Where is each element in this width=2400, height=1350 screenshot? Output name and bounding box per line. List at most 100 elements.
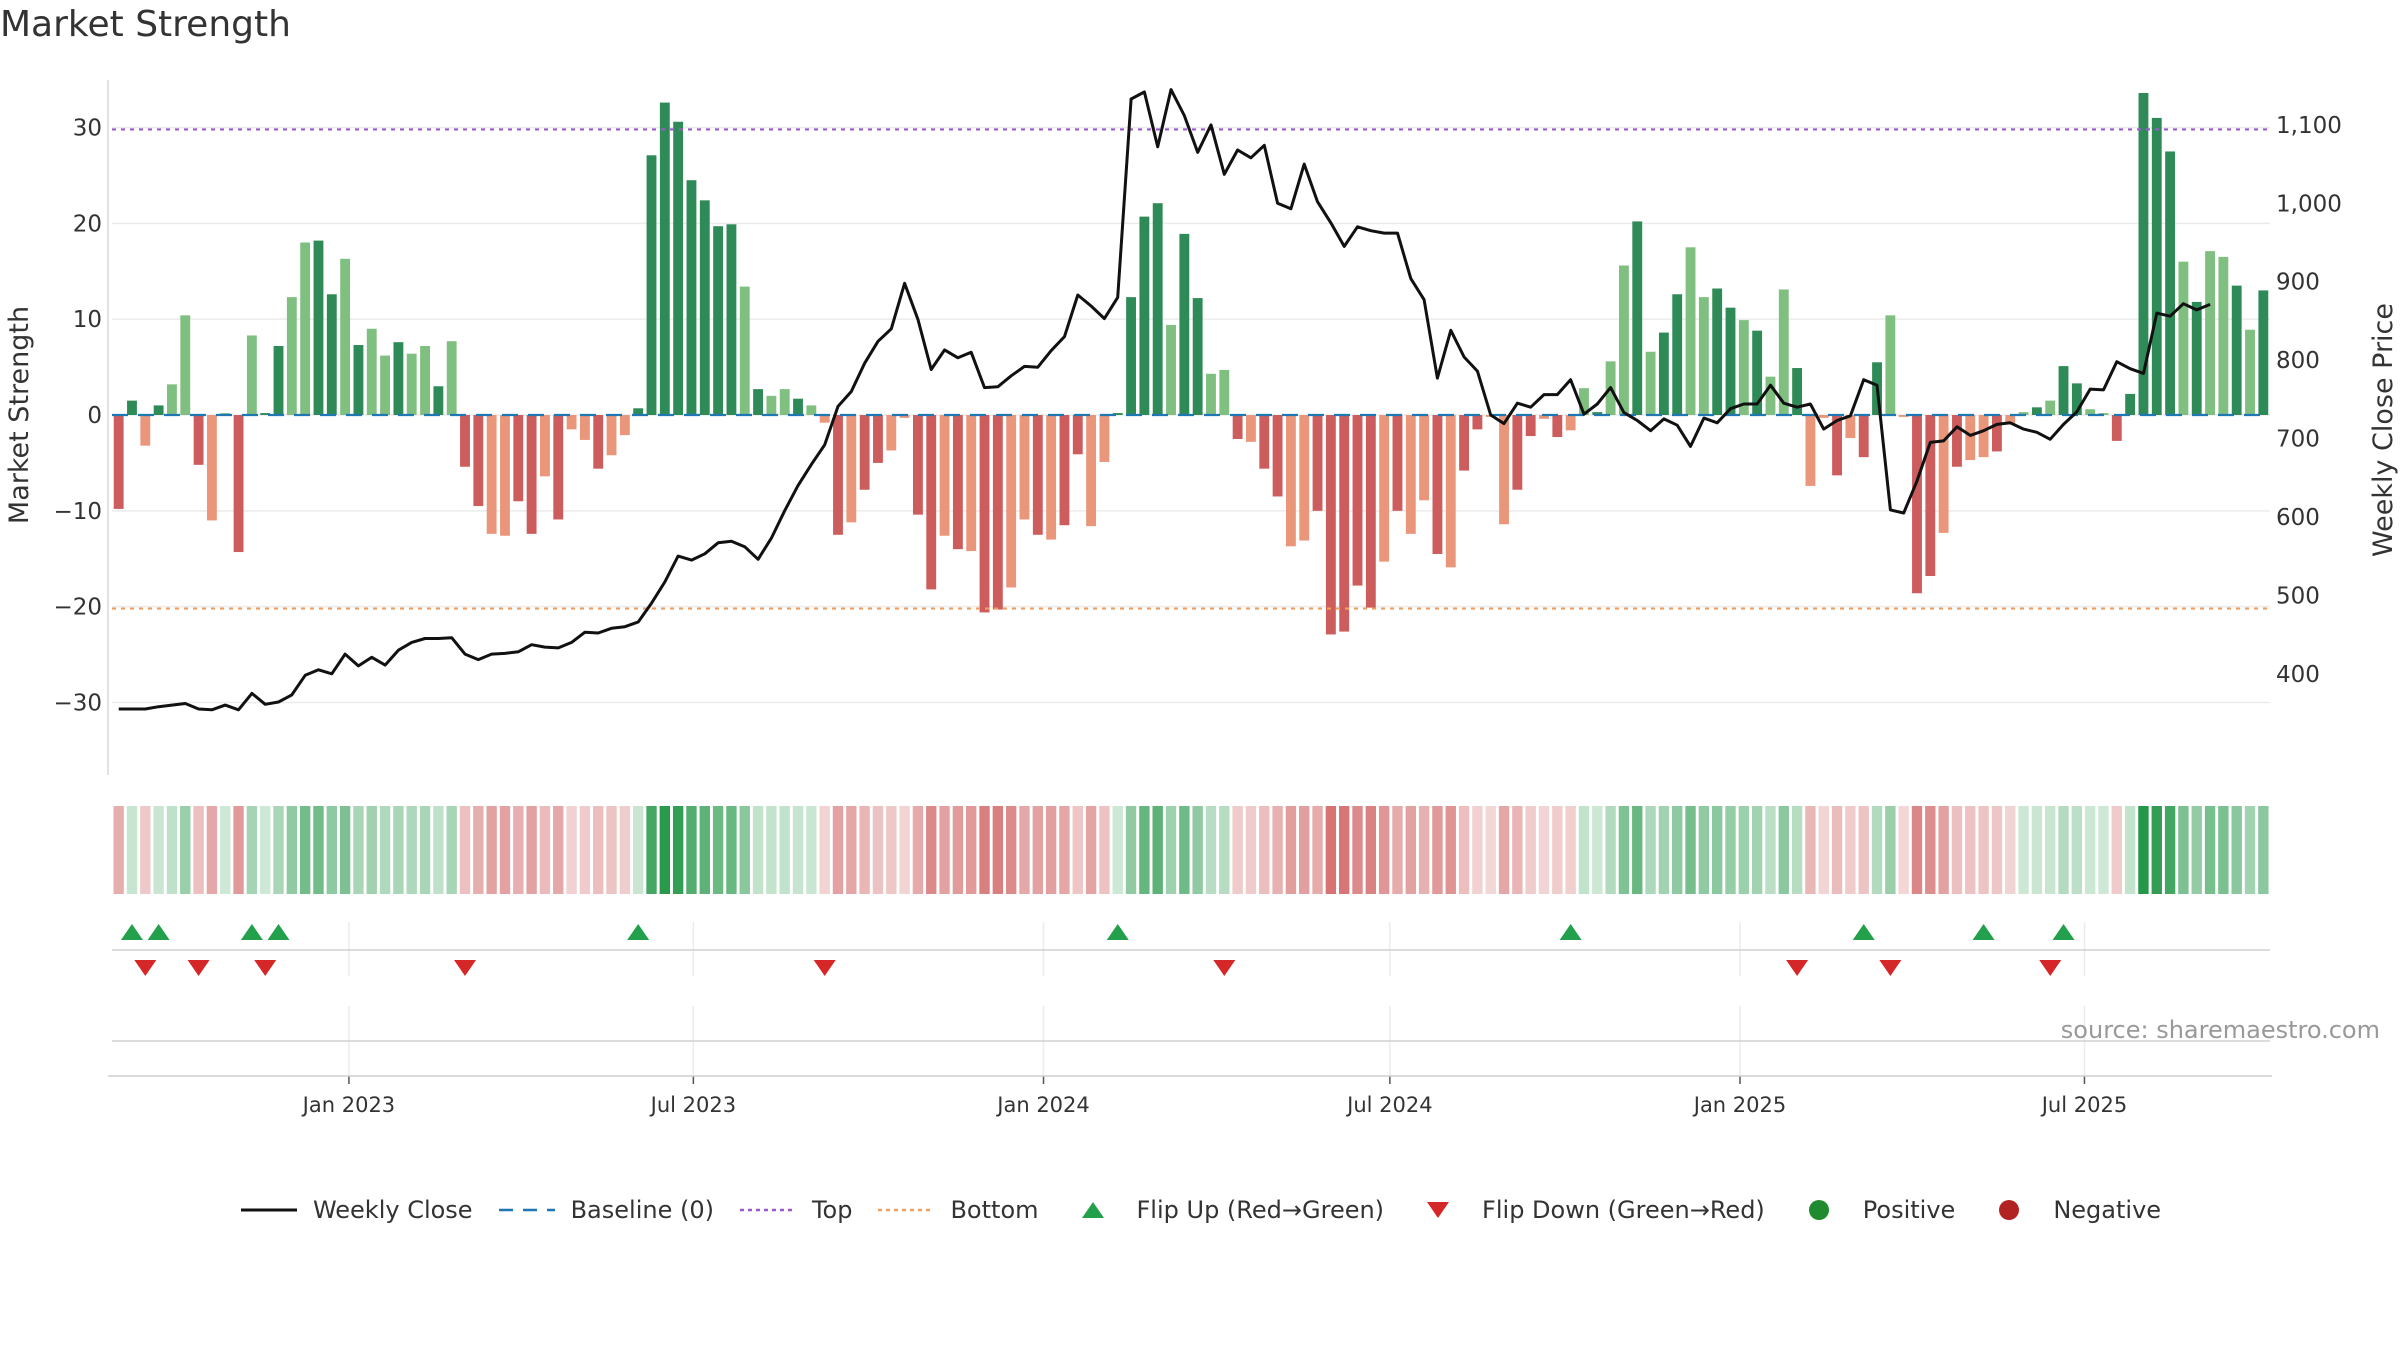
heat-cell [2084, 806, 2096, 894]
legend-label: Bottom [950, 1196, 1039, 1224]
flip-up-marker [120, 924, 143, 940]
heat-cell [606, 806, 617, 894]
strength-bar [1285, 415, 1296, 547]
heat-cell [752, 806, 764, 894]
strength-bar [1166, 324, 1176, 415]
strength-bar [1525, 415, 1536, 437]
heat-cell [473, 806, 484, 894]
heat-cell [1525, 806, 1536, 894]
strength-bar [1086, 415, 1097, 527]
strength-bar [633, 408, 644, 415]
heat-cell [792, 806, 804, 894]
flip-up-marker [1972, 924, 1995, 940]
strength-bar [659, 102, 670, 415]
strength-bar [273, 346, 284, 415]
strength-bar [313, 240, 324, 415]
heat-cell [1578, 806, 1590, 894]
flip-down-marker [813, 960, 836, 976]
strength-bar [899, 415, 910, 418]
strength-bar [1778, 289, 1789, 415]
strength-bar [1512, 415, 1523, 490]
heat-cell [2005, 806, 2016, 894]
flip-up-marker [147, 924, 170, 940]
heat-cell [1991, 806, 2003, 894]
legend-item: Flip Up (Red→Green) [1063, 1196, 1384, 1224]
heat-cell [1498, 806, 1510, 894]
heat-cell [2031, 806, 2043, 894]
strength-bar [766, 395, 777, 415]
legend-item: Positive [1789, 1196, 1955, 1224]
heat-cell [339, 806, 351, 894]
legend-swatch-icon [1808, 1200, 1829, 1220]
strength-bar [1738, 320, 1749, 415]
strength-bar [1152, 203, 1163, 415]
heat-cell [1005, 806, 1017, 894]
strength-bar [1645, 351, 1656, 415]
strength-bar [1805, 415, 1816, 486]
strength-bar [1352, 415, 1363, 586]
x-tick-label: Jul 2025 [2040, 1093, 2127, 1117]
heat-cell [499, 806, 511, 894]
strength-bar [1392, 415, 1403, 511]
strength-heat-strip [113, 806, 2269, 894]
strength-bar [1112, 413, 1123, 415]
heat-cell [1765, 806, 1776, 894]
flip-down-marker [1213, 960, 1236, 976]
strength-bar [553, 415, 564, 520]
heat-cell [459, 806, 471, 894]
legend-label: Negative [2053, 1196, 2162, 1224]
strength-bar [646, 155, 657, 415]
strength-bar [593, 415, 604, 469]
heat-cell [2138, 806, 2149, 894]
heat-cell [1285, 806, 1297, 894]
strength-bar [167, 384, 177, 415]
heat-cell [126, 806, 138, 894]
legend-swatch-icon [1081, 1202, 1104, 1218]
heat-cell [1458, 806, 1470, 894]
heat-cell [1179, 806, 1190, 894]
heat-cell [1232, 806, 1243, 894]
heat-cell [2164, 806, 2176, 894]
heat-cell [1485, 806, 1496, 894]
heat-cell [672, 806, 684, 894]
strength-bar [926, 415, 937, 590]
strength-bar [2071, 383, 2082, 415]
strength-bar [1365, 415, 1376, 608]
strength-bar [1299, 415, 1310, 541]
y-right-tick-label: 800 [2276, 348, 2320, 374]
strength-bar [193, 415, 204, 465]
strength-bar [513, 415, 524, 502]
heat-cell [1152, 806, 1163, 894]
strength-bar [1232, 415, 1243, 439]
strength-bar [1712, 288, 1723, 415]
heat-cell [1472, 806, 1483, 894]
legend-swatch-icon [878, 1208, 935, 1212]
strength-bar [1006, 415, 1017, 588]
heat-cell [1125, 806, 1137, 894]
legend-label: Top [811, 1196, 853, 1224]
heat-cell [2244, 806, 2256, 894]
heat-cell [926, 806, 937, 894]
heat-cell [1698, 806, 1710, 894]
heat-cell [2191, 806, 2202, 894]
heat-cell [1352, 806, 1363, 894]
heat-cell [1898, 806, 1909, 894]
y-right-tick-label: 500 [2276, 583, 2320, 609]
heat-cell [1112, 806, 1123, 894]
strength-bar [486, 415, 497, 534]
strength-bar [873, 415, 883, 463]
heat-cell [979, 806, 990, 894]
flip-down-marker [134, 960, 157, 976]
heat-cell [1805, 806, 1816, 894]
strength-bar [1619, 265, 1629, 415]
heat-cell [406, 806, 417, 894]
heat-cell [1032, 806, 1044, 894]
heat-cell [739, 806, 750, 894]
y-left-tick-label: 20 [73, 211, 102, 237]
heat-cell [259, 806, 271, 894]
strength-bar [433, 386, 444, 415]
heat-cell [1632, 806, 1643, 894]
strength-bar [340, 258, 351, 415]
strength-bar [1885, 315, 1896, 415]
